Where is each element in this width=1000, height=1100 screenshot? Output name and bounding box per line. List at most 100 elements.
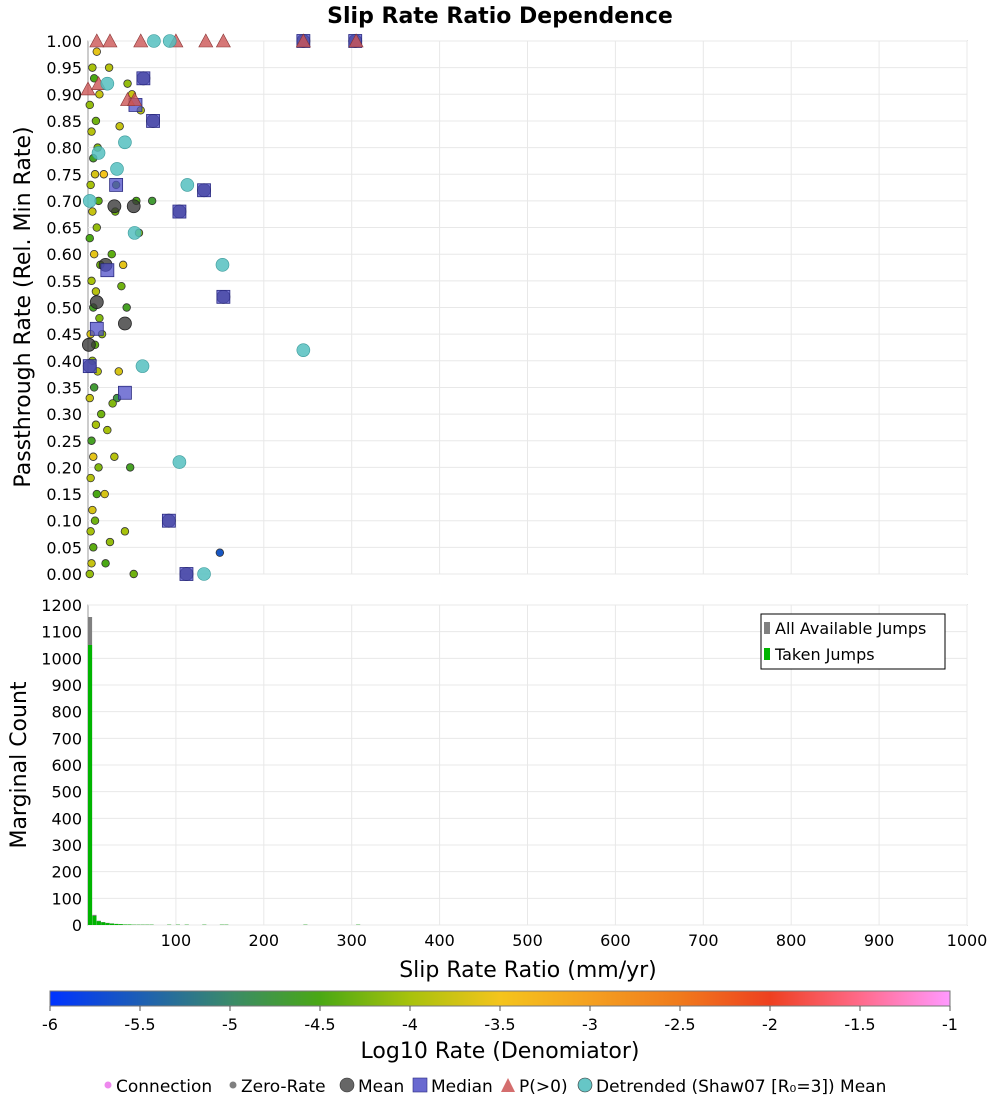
- connection-point: [123, 79, 132, 88]
- scatter-y-tick-label: 0.65: [46, 219, 82, 238]
- colorbar: -6 -5.5 -5 -4.5 -4 -3.5 -3 -2.5 -2 -1.5 -1 Log10 R…: [42, 990, 958, 1064]
- footer-legend-label: Connection: [116, 1077, 212, 1097]
- connection-point: [92, 489, 101, 499]
- median-point: [197, 183, 211, 198]
- histogram-x-tick-label: 300: [336, 931, 367, 950]
- connection-point: [105, 537, 115, 547]
- connection-point: [115, 122, 124, 131]
- footer-legend-label: Median: [431, 1077, 493, 1097]
- connection-point: [92, 223, 101, 232]
- footer-legend-symbol: [339, 1077, 355, 1093]
- histogram-y-tick-label: 900: [51, 676, 82, 695]
- connection-point: [87, 276, 96, 286]
- connection-point: [91, 287, 101, 296]
- connection-point: [117, 281, 126, 291]
- scatter-y-axis-label: Passthrough Rate (Rel. Min Rate): [11, 126, 36, 487]
- histogram-y-tick-label: 400: [51, 809, 82, 828]
- histogram-x-tick-label: 400: [424, 931, 455, 950]
- scatter-panel: 0.00 0.05 0.10 0.15 0.20 0.25 0.30 0.35 0.40 0.45…: [11, 32, 968, 584]
- detrended-mean-point: [162, 34, 177, 48]
- footer-legend-item: Median: [412, 1077, 493, 1097]
- connection-point: [129, 569, 138, 579]
- median-point: [89, 321, 104, 336]
- detrended-mean-point: [172, 455, 187, 469]
- taken-jumps-bar: [127, 924, 132, 925]
- histogram-x-tick-label: 800: [776, 931, 807, 950]
- footer-legend-item: Detrended (Shaw07 [R₀=3]) Mean: [577, 1077, 886, 1097]
- footer-legend-symbol: [229, 1081, 237, 1089]
- histogram-x-tick-label: 900: [864, 931, 895, 950]
- histogram-x-ticks: 100 200 300 400 500 600 700 800 900 1000: [161, 931, 988, 950]
- histogram-y-ticks: 0 100 200 300 400 500 600 700 800 900 1000 1100 1200: [41, 596, 82, 935]
- histogram-y-tick-label: 1200: [41, 596, 82, 615]
- pgt0-point: [80, 81, 96, 96]
- scatter-points: [80, 33, 364, 581]
- colorbar-gradient: [49, 990, 951, 1007]
- median-point: [100, 263, 115, 278]
- pgt0-point: [198, 33, 214, 48]
- connection-point: [89, 249, 99, 259]
- taken-jumps-bar: [88, 645, 93, 925]
- pgt0-point: [127, 91, 143, 106]
- connection-point: [91, 116, 101, 126]
- scatter-y-ticks: 0.00 0.05 0.10 0.15 0.20 0.25 0.30 0.35 0.40 0.45…: [46, 32, 82, 584]
- connection-point: [101, 559, 110, 568]
- connection-point: [94, 463, 103, 472]
- histogram-y-tick-label: 1100: [41, 623, 82, 642]
- histogram-y-tick-label: 200: [51, 863, 82, 882]
- connection-point: [103, 425, 112, 435]
- connection-point: [88, 63, 97, 72]
- colorbar-tick-label: -5.5: [124, 1015, 155, 1034]
- footer-legend-label: Mean: [358, 1077, 404, 1097]
- scatter-y-tick-label: 0.35: [46, 378, 82, 397]
- connection-point: [118, 260, 128, 270]
- legend-swatch-taken: [764, 648, 770, 660]
- connection-point: [91, 420, 101, 429]
- connection-point: [96, 409, 106, 419]
- histogram-x-axis-label: Slip Rate Ratio (mm/yr): [399, 958, 657, 983]
- pgt0-point: [215, 33, 231, 48]
- median-point: [161, 513, 176, 528]
- connection-point: [125, 463, 135, 472]
- connection-point: [89, 452, 98, 461]
- histogram-y-axis-label: Marginal Count: [7, 681, 32, 848]
- connection-point: [88, 505, 97, 515]
- connection-point: [120, 527, 130, 536]
- taken-jumps-bar: [114, 923, 119, 925]
- pgt0-point: [133, 33, 149, 48]
- colorbar-tick-label: -2.5: [664, 1015, 695, 1034]
- detrended-mean-point: [147, 34, 161, 48]
- detrended-mean-point: [100, 76, 115, 91]
- footer-legend-label: P(>0): [519, 1077, 568, 1097]
- histogram-x-tick-label: 500: [512, 931, 543, 950]
- histogram-y-tick-label: 500: [51, 783, 82, 802]
- scatter-y-tick-label: 0.40: [46, 352, 82, 371]
- connection-point: [100, 489, 109, 499]
- connection-point: [85, 234, 94, 243]
- scatter-y-tick-label: 0.00: [46, 565, 82, 584]
- pgt0-point: [348, 33, 364, 48]
- scatter-y-tick-label: 0.95: [46, 59, 82, 78]
- median-point: [146, 114, 160, 128]
- footer-legend-item: Zero-Rate: [229, 1077, 326, 1097]
- histogram-panel: 0 100 200 300 400 500 600 700 800 900 1000 1100 1200…: [7, 596, 987, 983]
- connection-point: [95, 90, 104, 99]
- histogram-y-tick-label: 1000: [41, 649, 82, 668]
- detrended-mean-point: [91, 146, 106, 160]
- scatter-y-tick-label: 0.80: [46, 139, 82, 158]
- footer-legend-item: P(>0): [501, 1077, 568, 1097]
- legend-label-all-available: All Available Jumps: [775, 619, 926, 638]
- taken-jumps-bar: [109, 923, 115, 925]
- colorbar-label: Log10 Rate (Denomiator): [361, 1039, 640, 1064]
- scatter-y-tick-label: 0.70: [46, 192, 82, 211]
- histogram-legend: All Available Jumps Taken Jumps: [760, 613, 946, 670]
- connection-point: [87, 436, 96, 445]
- connection-point: [87, 559, 96, 568]
- connection-point: [107, 249, 116, 259]
- connection-point: [110, 452, 119, 461]
- taken-jumps-bar: [101, 922, 106, 925]
- footer-legend-symbol: [501, 1078, 515, 1092]
- connection-point: [90, 516, 100, 525]
- median-point: [216, 289, 231, 304]
- colorbar-tick-label: -1: [942, 1015, 958, 1034]
